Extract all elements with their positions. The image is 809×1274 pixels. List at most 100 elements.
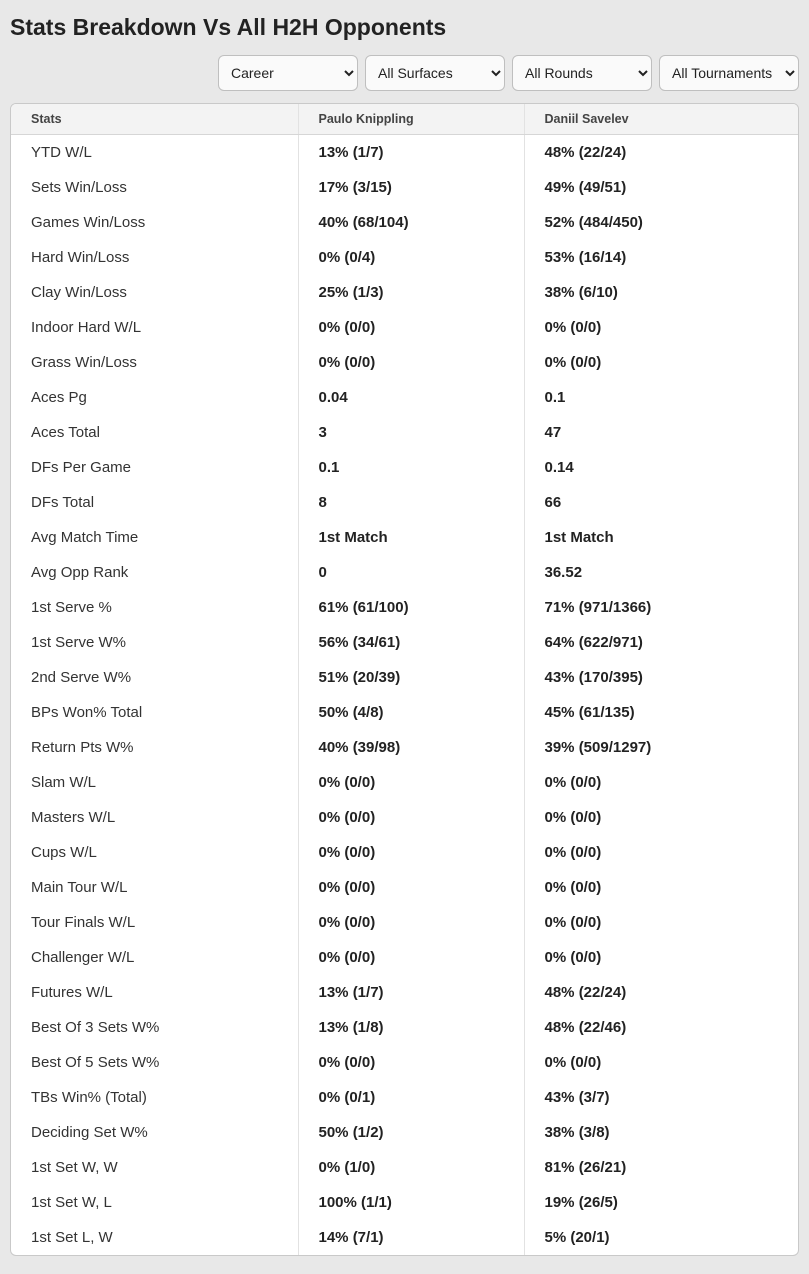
round-select[interactable]: All Rounds bbox=[512, 55, 652, 91]
table-row: Return Pts W%40% (39/98)39% (509/1297) bbox=[11, 730, 798, 765]
table-row: Slam W/L0% (0/0)0% (0/0) bbox=[11, 765, 798, 800]
stat-label: Masters W/L bbox=[11, 800, 298, 835]
player2-value: 1st Match bbox=[524, 520, 798, 555]
stat-label: DFs Per Game bbox=[11, 450, 298, 485]
stats-table: Stats Paulo Knippling Daniil Savelev YTD… bbox=[11, 104, 798, 1255]
stat-label: 1st Serve W% bbox=[11, 625, 298, 660]
player2-value: 0% (0/0) bbox=[524, 345, 798, 380]
player1-value: 13% (1/7) bbox=[298, 975, 524, 1010]
table-row: Games Win/Loss40% (68/104)52% (484/450) bbox=[11, 205, 798, 240]
stat-label: 1st Set W, W bbox=[11, 1150, 298, 1185]
player2-value: 0% (0/0) bbox=[524, 310, 798, 345]
player2-value: 48% (22/24) bbox=[524, 975, 798, 1010]
stat-label: 1st Set W, L bbox=[11, 1185, 298, 1220]
table-row: Challenger W/L0% (0/0)0% (0/0) bbox=[11, 940, 798, 975]
table-row: Deciding Set W%50% (1/2)38% (3/8) bbox=[11, 1115, 798, 1150]
player1-value: 0% (0/0) bbox=[298, 870, 524, 905]
player1-value: 100% (1/1) bbox=[298, 1185, 524, 1220]
col-header-player1: Paulo Knippling bbox=[298, 104, 524, 135]
filter-bar: Career All Surfaces All Rounds All Tourn… bbox=[10, 55, 799, 91]
table-row: Aces Pg0.040.1 bbox=[11, 380, 798, 415]
player2-value: 47 bbox=[524, 415, 798, 450]
player1-value: 0% (0/4) bbox=[298, 240, 524, 275]
player1-value: 8 bbox=[298, 485, 524, 520]
stat-label: 2nd Serve W% bbox=[11, 660, 298, 695]
table-row: Clay Win/Loss25% (1/3)38% (6/10) bbox=[11, 275, 798, 310]
stat-label: Deciding Set W% bbox=[11, 1115, 298, 1150]
stat-label: 1st Serve % bbox=[11, 590, 298, 625]
stat-label: DFs Total bbox=[11, 485, 298, 520]
table-row: 1st Set L, W14% (7/1)5% (20/1) bbox=[11, 1220, 798, 1255]
period-select[interactable]: Career bbox=[218, 55, 358, 91]
tournament-select[interactable]: All Tournaments bbox=[659, 55, 799, 91]
stat-label: Clay Win/Loss bbox=[11, 275, 298, 310]
player2-value: 38% (3/8) bbox=[524, 1115, 798, 1150]
player2-value: 0% (0/0) bbox=[524, 905, 798, 940]
player1-value: 50% (4/8) bbox=[298, 695, 524, 730]
player2-value: 0.14 bbox=[524, 450, 798, 485]
stat-label: TBs Win% (Total) bbox=[11, 1080, 298, 1115]
player2-value: 48% (22/24) bbox=[524, 135, 798, 171]
table-row: Futures W/L13% (1/7)48% (22/24) bbox=[11, 975, 798, 1010]
player1-value: 61% (61/100) bbox=[298, 590, 524, 625]
player2-value: 43% (3/7) bbox=[524, 1080, 798, 1115]
player1-value: 0 bbox=[298, 555, 524, 590]
stat-label: Tour Finals W/L bbox=[11, 905, 298, 940]
player2-value: 38% (6/10) bbox=[524, 275, 798, 310]
player1-value: 3 bbox=[298, 415, 524, 450]
table-row: Best Of 5 Sets W%0% (0/0)0% (0/0) bbox=[11, 1045, 798, 1080]
player1-value: 56% (34/61) bbox=[298, 625, 524, 660]
stat-label: Games Win/Loss bbox=[11, 205, 298, 240]
player2-value: 45% (61/135) bbox=[524, 695, 798, 730]
player2-value: 81% (26/21) bbox=[524, 1150, 798, 1185]
player2-value: 5% (20/1) bbox=[524, 1220, 798, 1255]
player2-value: 36.52 bbox=[524, 555, 798, 590]
table-row: DFs Per Game0.10.14 bbox=[11, 450, 798, 485]
player2-value: 39% (509/1297) bbox=[524, 730, 798, 765]
player1-value: 40% (68/104) bbox=[298, 205, 524, 240]
player2-value: 43% (170/395) bbox=[524, 660, 798, 695]
player2-value: 49% (49/51) bbox=[524, 170, 798, 205]
stat-label: Cups W/L bbox=[11, 835, 298, 870]
player2-value: 52% (484/450) bbox=[524, 205, 798, 240]
table-header-row: Stats Paulo Knippling Daniil Savelev bbox=[11, 104, 798, 135]
stats-card: Stats Paulo Knippling Daniil Savelev YTD… bbox=[10, 103, 799, 1256]
col-header-stats: Stats bbox=[11, 104, 298, 135]
player1-value: 13% (1/7) bbox=[298, 135, 524, 171]
stat-label: Futures W/L bbox=[11, 975, 298, 1010]
table-row: 1st Set W, W0% (1/0)81% (26/21) bbox=[11, 1150, 798, 1185]
stat-label: Best Of 3 Sets W% bbox=[11, 1010, 298, 1045]
table-row: Masters W/L0% (0/0)0% (0/0) bbox=[11, 800, 798, 835]
player1-value: 0.04 bbox=[298, 380, 524, 415]
table-row: BPs Won% Total50% (4/8)45% (61/135) bbox=[11, 695, 798, 730]
table-row: Cups W/L0% (0/0)0% (0/0) bbox=[11, 835, 798, 870]
player2-value: 53% (16/14) bbox=[524, 240, 798, 275]
stat-label: Grass Win/Loss bbox=[11, 345, 298, 380]
table-row: 2nd Serve W%51% (20/39)43% (170/395) bbox=[11, 660, 798, 695]
player1-value: 51% (20/39) bbox=[298, 660, 524, 695]
table-row: Grass Win/Loss0% (0/0)0% (0/0) bbox=[11, 345, 798, 380]
player1-value: 0% (0/1) bbox=[298, 1080, 524, 1115]
player2-value: 64% (622/971) bbox=[524, 625, 798, 660]
player1-value: 0% (0/0) bbox=[298, 345, 524, 380]
table-row: 1st Serve %61% (61/100)71% (971/1366) bbox=[11, 590, 798, 625]
table-row: Indoor Hard W/L0% (0/0)0% (0/0) bbox=[11, 310, 798, 345]
player1-value: 0% (0/0) bbox=[298, 765, 524, 800]
player1-value: 1st Match bbox=[298, 520, 524, 555]
table-row: DFs Total866 bbox=[11, 485, 798, 520]
stat-label: Main Tour W/L bbox=[11, 870, 298, 905]
player1-value: 13% (1/8) bbox=[298, 1010, 524, 1045]
table-row: Best Of 3 Sets W%13% (1/8)48% (22/46) bbox=[11, 1010, 798, 1045]
stat-label: Aces Total bbox=[11, 415, 298, 450]
player1-value: 0% (1/0) bbox=[298, 1150, 524, 1185]
table-row: Avg Opp Rank036.52 bbox=[11, 555, 798, 590]
table-row: Main Tour W/L0% (0/0)0% (0/0) bbox=[11, 870, 798, 905]
player2-value: 19% (26/5) bbox=[524, 1185, 798, 1220]
table-row: 1st Serve W%56% (34/61)64% (622/971) bbox=[11, 625, 798, 660]
table-row: YTD W/L13% (1/7)48% (22/24) bbox=[11, 135, 798, 171]
stat-label: Best Of 5 Sets W% bbox=[11, 1045, 298, 1080]
player2-value: 0% (0/0) bbox=[524, 835, 798, 870]
player1-value: 0% (0/0) bbox=[298, 310, 524, 345]
surface-select[interactable]: All Surfaces bbox=[365, 55, 505, 91]
player2-value: 0% (0/0) bbox=[524, 765, 798, 800]
